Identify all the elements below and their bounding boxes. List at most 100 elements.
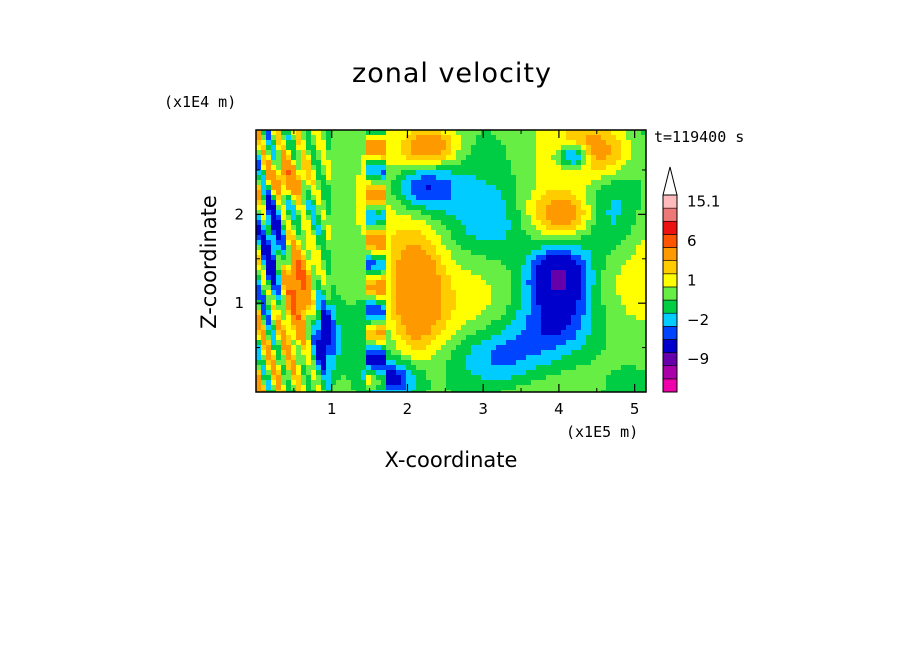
field-cell bbox=[491, 135, 497, 141]
field-cell bbox=[426, 235, 432, 241]
field-cell bbox=[486, 195, 492, 201]
field-cell bbox=[321, 375, 327, 381]
field-cell bbox=[446, 335, 452, 341]
field-cell bbox=[561, 165, 567, 171]
field-cell bbox=[271, 155, 277, 161]
colorbar-segment bbox=[662, 260, 678, 275]
field-cell bbox=[456, 230, 462, 236]
field-cell bbox=[461, 270, 467, 276]
field-cell bbox=[496, 380, 502, 386]
field-cell bbox=[331, 240, 337, 246]
field-cell bbox=[401, 140, 407, 146]
field-cell bbox=[376, 135, 382, 141]
field-cell bbox=[321, 210, 327, 216]
field-cell bbox=[516, 285, 522, 291]
field-cell bbox=[411, 345, 417, 351]
field-cell bbox=[456, 310, 462, 316]
field-cell bbox=[636, 195, 642, 201]
field-cell bbox=[286, 145, 292, 151]
field-cell bbox=[331, 355, 337, 361]
field-cell bbox=[571, 340, 577, 346]
field-cell bbox=[436, 210, 442, 216]
field-cell bbox=[526, 180, 532, 186]
field-cell bbox=[621, 235, 627, 241]
field-cell bbox=[351, 270, 357, 276]
field-cell bbox=[291, 165, 297, 171]
field-cell bbox=[611, 170, 617, 176]
field-cell bbox=[551, 305, 557, 311]
field-cell bbox=[321, 360, 327, 366]
field-cell bbox=[616, 320, 622, 326]
field-cell bbox=[641, 335, 647, 341]
field-cell bbox=[446, 175, 452, 181]
y-scale-label: (x1E4 m) bbox=[164, 93, 237, 111]
field-cell bbox=[376, 165, 382, 171]
field-cell bbox=[461, 345, 467, 351]
field-cell bbox=[431, 285, 437, 291]
field-cell bbox=[531, 245, 537, 251]
field-cell bbox=[531, 225, 537, 231]
field-cell bbox=[546, 205, 552, 211]
field-cell bbox=[301, 305, 307, 311]
field-cell bbox=[511, 150, 517, 156]
field-cell bbox=[616, 135, 622, 141]
field-cell bbox=[461, 260, 467, 266]
field-cell bbox=[606, 250, 612, 256]
field-cell bbox=[596, 350, 602, 356]
field-cell bbox=[386, 150, 392, 156]
field-cell bbox=[306, 265, 312, 271]
field-cell bbox=[341, 340, 347, 346]
field-cell bbox=[301, 185, 307, 191]
field-cell bbox=[516, 330, 522, 336]
field-cell bbox=[561, 155, 567, 161]
field-cell bbox=[476, 380, 482, 386]
field-cell bbox=[341, 185, 347, 191]
field-cell bbox=[266, 370, 272, 376]
field-cell bbox=[486, 230, 492, 236]
field-cell bbox=[331, 210, 337, 216]
field-cell bbox=[321, 220, 327, 226]
field-cell bbox=[636, 275, 642, 281]
field-cell bbox=[336, 170, 342, 176]
field-cell bbox=[571, 275, 577, 281]
field-cell bbox=[496, 170, 502, 176]
field-cell bbox=[401, 195, 407, 201]
field-cell bbox=[431, 265, 437, 271]
field-cell bbox=[331, 235, 337, 241]
field-cell bbox=[581, 165, 587, 171]
field-cell bbox=[416, 250, 422, 256]
field-cell bbox=[601, 250, 607, 256]
field-cell bbox=[431, 290, 437, 296]
field-cell bbox=[406, 190, 412, 196]
field-cell bbox=[311, 230, 317, 236]
field-cell bbox=[266, 295, 272, 301]
field-cell bbox=[311, 310, 317, 316]
field-cell bbox=[501, 140, 507, 146]
field-cell bbox=[316, 385, 322, 391]
field-cell bbox=[386, 330, 392, 336]
field-cell bbox=[431, 280, 437, 286]
field-cell bbox=[391, 130, 397, 136]
field-cell bbox=[326, 325, 332, 331]
field-cell bbox=[481, 165, 487, 171]
field-cell bbox=[541, 350, 547, 356]
field-cell bbox=[426, 265, 432, 271]
field-cell bbox=[506, 330, 512, 336]
field-cell bbox=[581, 225, 587, 231]
field-cell bbox=[636, 385, 642, 391]
field-cell bbox=[281, 155, 287, 161]
field-cell bbox=[346, 380, 352, 386]
field-cell bbox=[491, 275, 497, 281]
field-cell bbox=[356, 305, 362, 311]
field-cell bbox=[361, 225, 367, 231]
field-cell bbox=[621, 385, 627, 391]
field-cell bbox=[516, 260, 522, 266]
field-cell bbox=[536, 190, 542, 196]
field-cell bbox=[271, 280, 277, 286]
field-cell bbox=[381, 260, 387, 266]
field-cell bbox=[571, 190, 577, 196]
field-cell bbox=[636, 210, 642, 216]
field-cell bbox=[561, 315, 567, 321]
field-cell bbox=[631, 245, 637, 251]
field-cell bbox=[511, 230, 517, 236]
